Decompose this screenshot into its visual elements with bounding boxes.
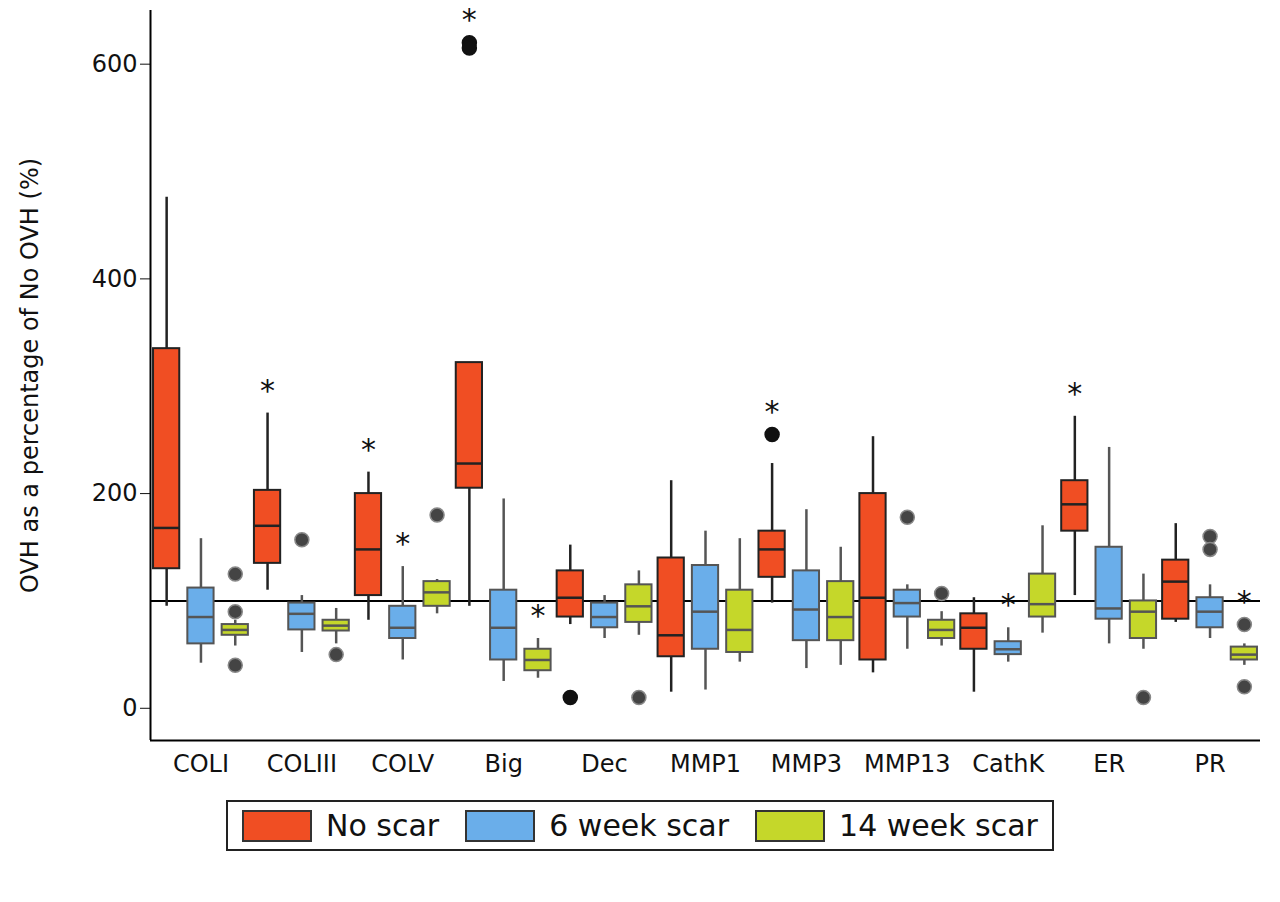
svg-text:*: * <box>1067 376 1082 411</box>
svg-text:*: * <box>1237 584 1252 619</box>
svg-text:ER: ER <box>1093 750 1125 778</box>
svg-text:MMP3: MMP3 <box>771 750 842 778</box>
svg-text:COLIII: COLIII <box>267 750 337 778</box>
svg-text:*: * <box>395 526 410 561</box>
svg-text:*: * <box>765 394 780 429</box>
svg-text:CathK: CathK <box>972 750 1045 778</box>
html-text:6 week scar: 6 week scar <box>549 808 729 843</box>
svg-text:600: 600 <box>92 50 138 78</box>
svg-text:*: * <box>260 373 275 408</box>
svg-text:*: * <box>462 2 477 37</box>
svg-text:*: * <box>530 598 545 633</box>
svg-text:OVH as a percentage of No OVH: OVH as a percentage of No OVH (%) <box>16 158 44 593</box>
html-text:No scar: No scar <box>326 808 440 843</box>
svg-text:0: 0 <box>122 694 137 722</box>
svg-text:MMP1: MMP1 <box>670 750 741 778</box>
svg-text:MMP13: MMP13 <box>864 750 950 778</box>
html-text:14 week scar: 14 week scar <box>839 808 1038 843</box>
svg-text:Big: Big <box>484 750 522 778</box>
svg-text:*: * <box>361 432 376 467</box>
svg-text:400: 400 <box>92 265 138 293</box>
svg-text:*: * <box>1001 587 1016 622</box>
svg-text:Dec: Dec <box>581 750 627 778</box>
svg-text:200: 200 <box>92 479 138 507</box>
svg-text:COLI: COLI <box>173 750 229 778</box>
svg-text:COLV: COLV <box>371 750 434 778</box>
svg-text:PR: PR <box>1194 750 1225 778</box>
